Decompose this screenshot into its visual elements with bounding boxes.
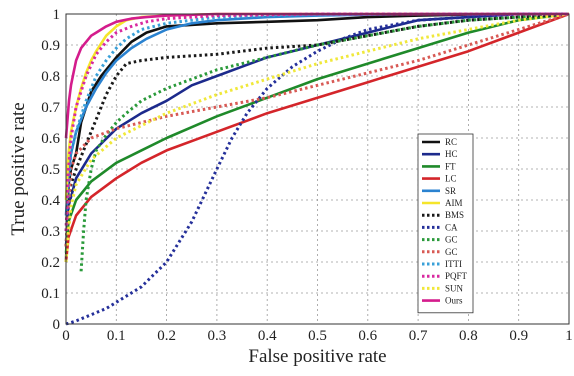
x-tick-label: 0.3 <box>208 328 227 344</box>
legend-label: GC <box>445 247 458 257</box>
x-tick-label: 0.4 <box>258 328 277 344</box>
y-tick-label: 0.6 <box>41 131 60 147</box>
x-tick-label: 0.2 <box>157 328 176 344</box>
curve-ca <box>65 12 569 326</box>
legend-label: SUN <box>445 283 464 293</box>
y-tick-label: 1 <box>53 7 61 23</box>
curves <box>64 12 570 326</box>
tick-labels: 0 0.1 0.2 0.3 0.4 0.5 0.6 0.7 0.8 0.9 1 0 0.1 0.2 0.3 0… <box>41 7 573 344</box>
legend: RC HC FT LC SR AIM BMS CA GC GC ITTI PQFT SUN Ours <box>417 133 474 314</box>
y-tick-label: 0.5 <box>41 162 60 178</box>
legend-label: AIM <box>445 198 463 208</box>
x-tick-label: 0.1 <box>107 328 126 344</box>
x-tick-label: 0.5 <box>308 328 327 344</box>
y-tick-label: 0.7 <box>41 100 60 116</box>
curve-lc <box>64 12 570 263</box>
y-tick-label: 0 <box>53 317 61 333</box>
legend-label: SR <box>445 186 456 196</box>
y-tick-label: 0.8 <box>41 69 60 85</box>
legend-label: BMS <box>445 210 464 220</box>
curve-ft <box>64 12 570 253</box>
x-tick-label: 0 <box>62 328 70 344</box>
curve-gc <box>64 12 570 247</box>
legend-box <box>417 133 474 314</box>
plot-frame <box>65 13 570 325</box>
y-axis-label: True positive rate <box>8 102 29 235</box>
x-axis-label: False positive rate <box>248 346 386 367</box>
curve-sun <box>64 12 570 263</box>
y-tick-label: 0.4 <box>41 193 60 209</box>
legend-label: GC <box>445 235 458 245</box>
legend-label: LC <box>445 174 457 184</box>
x-tick-label: 0.7 <box>409 328 428 344</box>
x-tick-label: 0.9 <box>509 328 528 344</box>
legend-label: PQFT <box>445 271 468 281</box>
y-tick-label: 0.3 <box>41 224 60 240</box>
y-tick-label: 0.2 <box>41 255 60 271</box>
x-tick-label: 1 <box>565 328 573 344</box>
y-tick-label: 0.1 <box>41 286 60 302</box>
y-tick-label: 0.9 <box>41 38 60 54</box>
x-tick-label: 0.6 <box>358 328 377 344</box>
curve-bms <box>64 12 570 247</box>
legend-label: ITTI <box>445 259 462 269</box>
x-tick-label: 0.8 <box>459 328 478 344</box>
legend-label: RC <box>445 137 457 147</box>
legend-label: HC <box>445 149 458 159</box>
curve-gc <box>79 12 570 272</box>
legend-label: CA <box>445 222 458 232</box>
legend-label: Ours <box>445 296 463 306</box>
legend-label: FT <box>445 161 456 171</box>
